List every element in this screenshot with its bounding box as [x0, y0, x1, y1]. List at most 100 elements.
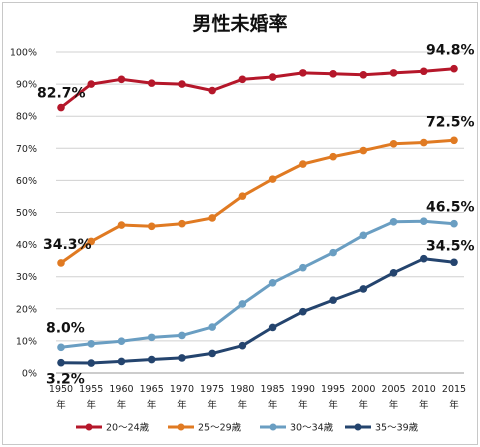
y-tick-label: 40% — [16, 240, 37, 251]
series-line — [60, 257, 455, 365]
data-point — [359, 231, 368, 240]
legend-marker — [269, 423, 277, 431]
series-line — [60, 138, 455, 265]
x-tick-suffix: 年 — [238, 399, 248, 411]
data-point — [450, 136, 458, 145]
x-tick-label: 2015 — [442, 384, 466, 395]
data-point — [299, 160, 307, 168]
data-point — [389, 69, 398, 77]
x-tick-suffix: 年 — [56, 399, 66, 411]
data-point — [299, 69, 307, 77]
value-annotation: 72.5% — [426, 114, 475, 130]
data-point — [208, 214, 216, 222]
data-point — [57, 259, 65, 267]
data-point — [117, 221, 126, 229]
x-tick-suffix: 年 — [207, 399, 217, 411]
y-tick-label: 70% — [16, 144, 37, 155]
data-point — [299, 307, 307, 316]
data-point — [178, 219, 186, 228]
data-point — [268, 323, 277, 332]
x-tick-label: 1990 — [291, 384, 315, 395]
data-point — [329, 70, 337, 78]
data-point — [57, 343, 65, 352]
data-point — [419, 67, 428, 76]
y-tick-label: 30% — [16, 272, 37, 283]
chart-title: 男性未婚率 — [192, 12, 287, 35]
data-point — [238, 192, 247, 200]
data-point — [450, 258, 458, 267]
x-tick-label: 2000 — [351, 384, 375, 395]
x-tick-suffix: 年 — [268, 399, 278, 411]
data-point — [329, 152, 337, 161]
x-tick-suffix: 年 — [298, 399, 308, 411]
legend-label: 30～34歳 — [290, 422, 334, 434]
data-point — [87, 339, 96, 348]
legend-marker — [85, 423, 93, 431]
y-tick-label: 10% — [16, 336, 37, 347]
data-point — [147, 222, 156, 231]
y-tick-label: 0% — [22, 369, 37, 380]
value-annotation: 34.3% — [43, 237, 92, 253]
data-point — [208, 323, 216, 331]
data-point — [147, 79, 156, 87]
data-point — [87, 80, 96, 88]
x-tick-suffix: 年 — [177, 399, 187, 411]
data-point — [147, 355, 156, 364]
x-tick-label: 2010 — [412, 384, 436, 395]
data-point — [238, 75, 247, 84]
x-axis-ticks: 1950 年 1955 年 1960 年 1965 年 1970 年 1975 年 1980 年 1985 年… — [49, 384, 466, 411]
x-tick-suffix: 年 — [147, 399, 157, 411]
data-point — [419, 217, 428, 225]
data-point — [178, 354, 186, 362]
x-tick-suffix: 年 — [328, 399, 338, 411]
data-point — [268, 73, 277, 81]
x-tick-label: 1965 — [140, 384, 164, 395]
x-tick-label: 1950 — [49, 384, 73, 395]
data-point — [359, 146, 368, 155]
data-point — [208, 86, 216, 95]
y-tick-label: 100% — [10, 48, 37, 59]
data-point — [450, 219, 458, 228]
series-line — [60, 67, 455, 109]
x-tick-suffix: 年 — [359, 399, 369, 411]
x-tick-suffix: 年 — [389, 399, 399, 411]
legend-marker — [354, 423, 362, 431]
data-point — [57, 358, 65, 367]
x-tick-label: 1960 — [109, 384, 133, 395]
data-point — [329, 248, 337, 257]
data-point — [450, 64, 458, 73]
x-tick-suffix: 年 — [449, 399, 459, 411]
data-point — [147, 333, 156, 342]
x-tick-label: 1970 — [170, 384, 194, 395]
data-point — [359, 285, 368, 293]
x-tick-suffix: 年 — [419, 399, 429, 411]
data-point — [238, 341, 247, 350]
data-point — [178, 331, 186, 340]
data-point — [208, 349, 216, 358]
gridlines — [56, 51, 464, 374]
x-tick-label: 2005 — [381, 384, 405, 395]
x-tick-suffix: 年 — [117, 399, 127, 411]
data-point — [268, 278, 277, 287]
value-annotation: 3.2% — [46, 372, 85, 388]
series-line — [60, 219, 455, 349]
legend: 20～24歳 25～29歳 30～34歳 35～39歳 — [76, 422, 419, 434]
x-tick-label: 1980 — [230, 384, 254, 395]
y-tick-label: 20% — [16, 304, 37, 315]
data-point — [238, 300, 247, 308]
data-point — [389, 218, 398, 226]
value-annotation: 34.5% — [426, 238, 475, 254]
y-axis-ticks: 0% 10% 20% 30% 40% 50% 60% 70% 80% 90% 100% — [10, 48, 37, 380]
data-point — [117, 337, 126, 346]
data-point — [117, 357, 126, 366]
legend-label: 35～39歳 — [375, 422, 419, 434]
legend-marker — [177, 423, 185, 431]
data-point — [87, 359, 96, 367]
data-point — [178, 80, 186, 88]
y-tick-label: 50% — [16, 208, 37, 219]
x-tick-label: 1955 — [79, 384, 103, 395]
x-tick-label: 1995 — [321, 384, 345, 395]
data-point — [117, 75, 126, 84]
legend-label: 25～29歳 — [198, 422, 242, 434]
